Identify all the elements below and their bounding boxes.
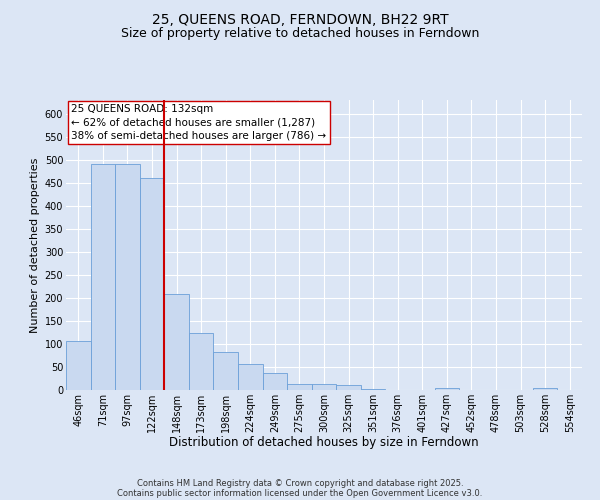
- Bar: [238, 364, 263, 390]
- Text: 25 QUEENS ROAD: 132sqm
← 62% of detached houses are smaller (1,287)
38% of semi-: 25 QUEENS ROAD: 132sqm ← 62% of detached…: [71, 104, 326, 141]
- Bar: [434, 388, 459, 390]
- Text: Contains public sector information licensed under the Open Government Licence v3: Contains public sector information licen…: [118, 488, 482, 498]
- Bar: [66, 340, 91, 390]
- Bar: [140, 178, 164, 390]
- Text: 25, QUEENS ROAD, FERNDOWN, BH22 9RT: 25, QUEENS ROAD, FERNDOWN, BH22 9RT: [152, 12, 448, 26]
- Bar: [91, 164, 115, 390]
- Bar: [361, 389, 385, 390]
- Bar: [312, 384, 336, 390]
- Y-axis label: Number of detached properties: Number of detached properties: [31, 158, 40, 332]
- Bar: [164, 294, 189, 390]
- Bar: [263, 372, 287, 390]
- Bar: [189, 333, 214, 390]
- X-axis label: Distribution of detached houses by size in Ferndown: Distribution of detached houses by size …: [169, 436, 479, 450]
- Bar: [287, 384, 312, 390]
- Bar: [214, 352, 238, 390]
- Text: Size of property relative to detached houses in Ferndown: Size of property relative to detached ho…: [121, 28, 479, 40]
- Bar: [533, 388, 557, 390]
- Bar: [336, 386, 361, 390]
- Bar: [115, 164, 140, 390]
- Text: Contains HM Land Registry data © Crown copyright and database right 2025.: Contains HM Land Registry data © Crown c…: [137, 478, 463, 488]
